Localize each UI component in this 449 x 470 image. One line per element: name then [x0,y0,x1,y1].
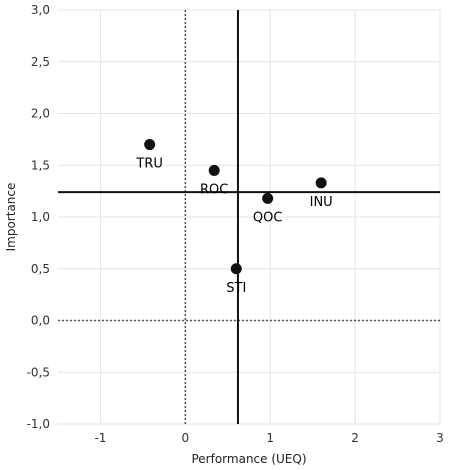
x-tick-labels: -1 0 1 2 3 [94,431,443,445]
data-point-roc [208,164,220,176]
point-label-tru: TRU [135,157,163,172]
data-point-tru [144,139,156,151]
data-point-qoc [262,192,274,204]
data-point-sti [230,263,242,275]
point-label-qoc: QOC [253,210,283,225]
point-labels-layer: TRU ROC QOC INU STI [135,157,332,296]
x-axis-title: Performance (UEQ) [191,452,306,466]
point-label-inu: INU [310,195,333,210]
y-axis-title: Importance [4,183,18,252]
y-tick-label: 1,5 [31,158,50,172]
y-tick-label: 0,0 [31,314,50,328]
point-label-sti: STI [226,281,246,296]
y-tick-label: -1,0 [27,417,50,431]
x-tick-label: 3 [436,431,444,445]
x-tick-label: 0 [182,431,190,445]
y-tick-label: -0,5 [27,365,50,379]
reference-lines-layer [58,10,440,424]
y-tick-label: 1,0 [31,210,50,224]
y-tick-labels: 3,0 2,5 2,0 1,5 1,0 0,5 0,0 -0,5 -1,0 [27,3,50,431]
x-tick-label: 2 [351,431,359,445]
point-label-roc: ROC [200,182,228,197]
grid-layer [58,9,441,425]
y-tick-label: 3,0 [31,3,50,17]
data-point-inu [315,177,327,189]
y-tick-label: 2,5 [31,55,50,69]
y-tick-label: 0,5 [31,262,50,276]
points-layer [144,139,327,275]
x-tick-label: -1 [94,431,106,445]
y-tick-label: 2,0 [31,107,50,121]
x-tick-label: 1 [266,431,274,445]
